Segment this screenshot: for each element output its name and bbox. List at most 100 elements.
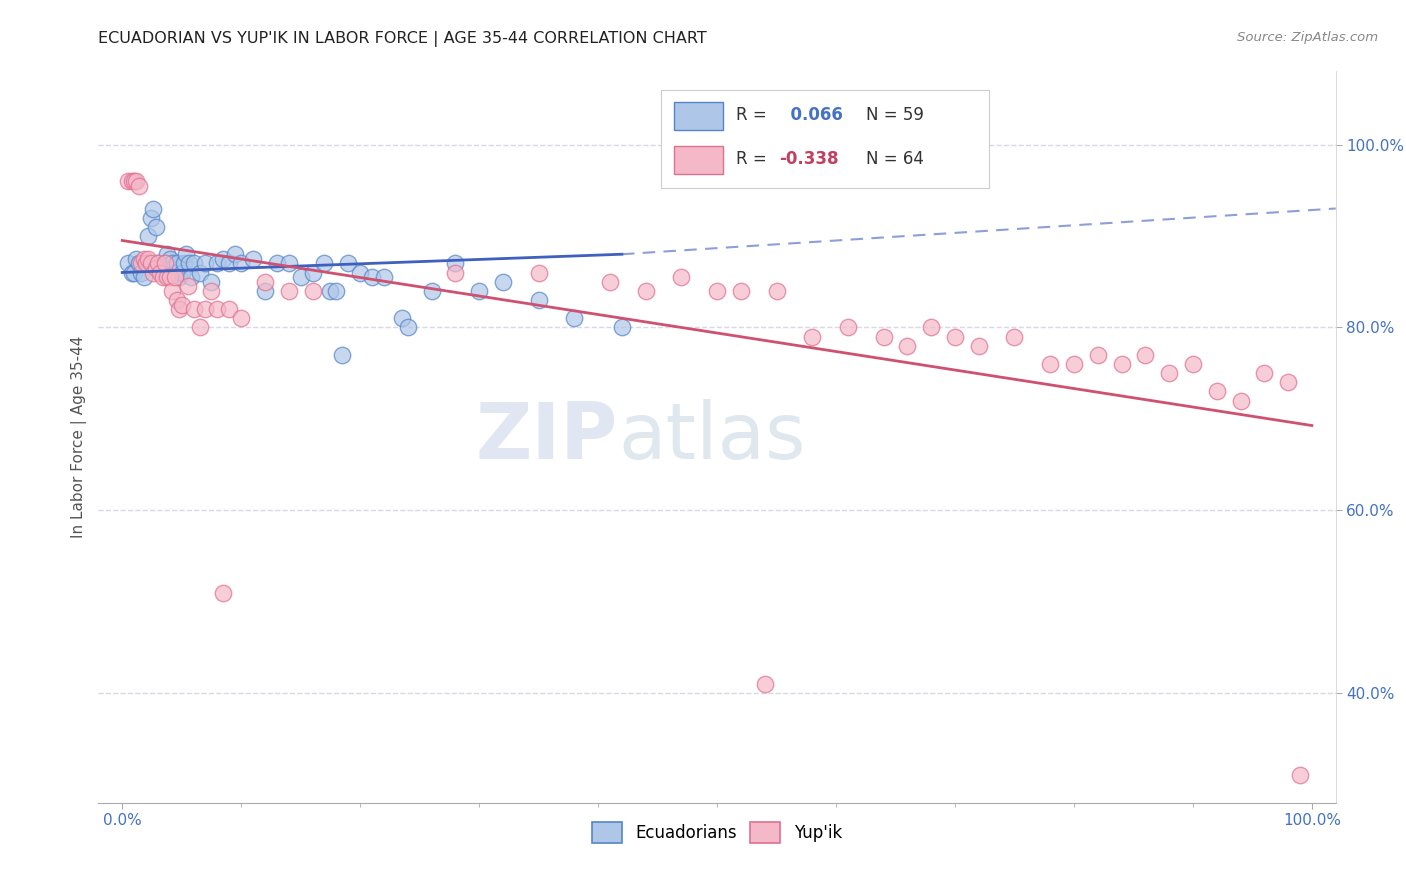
- Point: [125, 174, 148, 188]
- Point: [183, 256, 205, 270]
- Point: [207, 256, 229, 270]
- Point: [163, 266, 186, 280]
- Point: [153, 256, 176, 270]
- Point: [212, 585, 235, 599]
- Point: [325, 284, 347, 298]
- Bar: [673, 102, 723, 130]
- Point: [301, 266, 323, 280]
- Point: [170, 297, 193, 311]
- Point: [943, 329, 966, 343]
- Bar: [673, 146, 723, 174]
- Legend: Ecuadorians, Yup'ik: Ecuadorians, Yup'ik: [585, 815, 849, 849]
- Point: [1253, 366, 1275, 380]
- Point: [176, 247, 198, 261]
- Point: [128, 178, 150, 193]
- Point: [129, 256, 152, 270]
- Point: [1004, 329, 1026, 343]
- Point: [173, 256, 195, 270]
- Point: [142, 202, 165, 216]
- Point: [444, 266, 467, 280]
- Text: N = 64: N = 64: [866, 150, 924, 168]
- Text: atlas: atlas: [619, 399, 806, 475]
- Point: [194, 301, 217, 317]
- Point: [159, 270, 181, 285]
- Point: [1181, 357, 1204, 371]
- Point: [128, 256, 150, 270]
- Point: [634, 284, 657, 298]
- Text: -0.338: -0.338: [779, 150, 838, 168]
- Point: [122, 174, 145, 188]
- Point: [1039, 357, 1062, 371]
- Point: [117, 174, 139, 188]
- Point: [730, 284, 752, 298]
- Point: [160, 284, 183, 298]
- Point: [139, 256, 162, 270]
- Text: ECUADORIAN VS YUP'IK IN LABOR FORCE | AGE 35-44 CORRELATION CHART: ECUADORIAN VS YUP'IK IN LABOR FORCE | AG…: [98, 31, 707, 47]
- Point: [920, 320, 942, 334]
- Point: [253, 284, 276, 298]
- Point: [337, 256, 360, 270]
- Point: [146, 256, 169, 270]
- Text: R =: R =: [735, 150, 766, 168]
- Point: [132, 252, 155, 266]
- Point: [872, 329, 894, 343]
- Point: [142, 266, 165, 280]
- Point: [896, 338, 918, 352]
- Point: [231, 311, 253, 326]
- Point: [562, 311, 585, 326]
- Point: [160, 256, 183, 270]
- Point: [139, 211, 162, 225]
- Point: [149, 266, 172, 280]
- Point: [188, 320, 211, 334]
- Point: [218, 256, 240, 270]
- Point: [121, 174, 143, 188]
- Point: [301, 284, 323, 298]
- Point: [1159, 366, 1181, 380]
- Point: [754, 677, 776, 691]
- Point: [671, 270, 693, 285]
- Point: [149, 260, 172, 275]
- Point: [801, 329, 824, 343]
- Point: [212, 252, 235, 266]
- Point: [159, 252, 181, 266]
- Point: [290, 270, 312, 285]
- Point: [330, 348, 353, 362]
- Point: [349, 266, 371, 280]
- Point: [145, 219, 167, 234]
- Point: [468, 284, 491, 298]
- Point: [153, 256, 176, 270]
- Point: [169, 270, 191, 285]
- Point: [138, 252, 160, 266]
- Point: [527, 266, 550, 280]
- Point: [146, 256, 169, 270]
- Point: [156, 247, 179, 261]
- Point: [277, 256, 299, 270]
- Point: [1277, 376, 1299, 390]
- Point: [492, 275, 515, 289]
- Point: [396, 320, 419, 334]
- Point: [183, 301, 205, 317]
- Point: [180, 270, 202, 285]
- Point: [967, 338, 990, 352]
- Point: [1289, 768, 1312, 782]
- Point: [117, 256, 139, 270]
- Point: [837, 320, 859, 334]
- Point: [224, 247, 246, 261]
- Point: [163, 270, 186, 285]
- Point: [125, 252, 148, 266]
- Point: [1229, 393, 1251, 408]
- Point: [135, 256, 157, 270]
- Point: [231, 256, 253, 270]
- Point: [169, 301, 191, 317]
- Point: [420, 284, 443, 298]
- Point: [314, 256, 336, 270]
- Point: [152, 270, 174, 285]
- Point: [194, 256, 217, 270]
- Point: [132, 270, 155, 285]
- Point: [177, 256, 200, 270]
- Point: [129, 266, 152, 280]
- Point: [200, 284, 222, 298]
- Point: [1063, 357, 1085, 371]
- Text: N = 59: N = 59: [866, 106, 924, 124]
- Y-axis label: In Labor Force | Age 35-44: In Labor Force | Age 35-44: [72, 336, 87, 538]
